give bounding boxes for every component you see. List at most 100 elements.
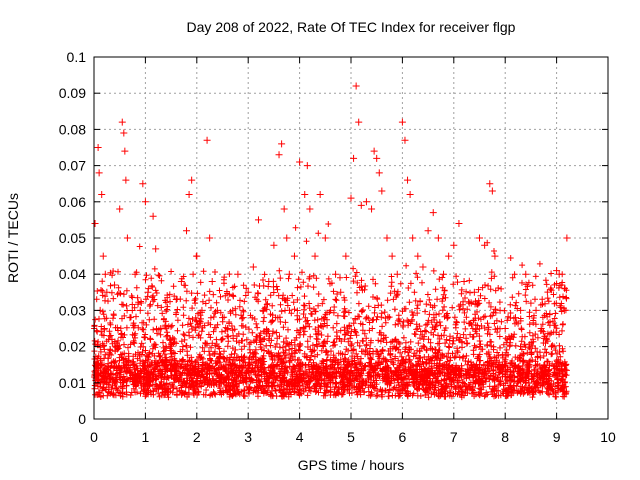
data-point [290, 252, 298, 260]
data-point [144, 288, 152, 296]
x-tick-label: 4 [296, 429, 304, 445]
data-point [527, 299, 535, 307]
data-point [368, 205, 376, 213]
x-tick-labels: 0 1 2 3 4 5 6 7 8 9 10 [90, 429, 616, 445]
y-axis-label: ROTI / TECUs [5, 193, 21, 283]
data-point [139, 180, 147, 188]
data-point [501, 325, 509, 332]
x-tick-label: 8 [501, 429, 509, 445]
data-point [120, 129, 128, 137]
data-point [122, 176, 130, 184]
data-point [126, 314, 134, 322]
data-point [301, 191, 309, 199]
data-point [488, 187, 496, 195]
data-point [208, 277, 216, 285]
data-point [103, 288, 111, 296]
data-point [553, 267, 561, 275]
data-point [123, 234, 131, 242]
data-point [224, 325, 232, 332]
data-point [100, 325, 108, 332]
x-tick-label: 3 [244, 429, 252, 445]
data-point [352, 82, 360, 90]
axis-ticks [93, 56, 609, 420]
data-point [506, 335, 514, 343]
x-tick-label: 1 [142, 429, 150, 445]
data-point [239, 314, 247, 322]
data-point [470, 288, 478, 296]
data-point [94, 144, 102, 151]
data-point [193, 252, 201, 260]
data-point [136, 306, 144, 314]
data-point [332, 270, 340, 278]
y-tick-label: 0.07 [59, 158, 86, 174]
y-tick-label: 0.06 [59, 194, 86, 210]
data-point [99, 252, 107, 260]
data-point [105, 350, 113, 358]
data-point [101, 270, 109, 278]
y-tick-label: 0.04 [59, 266, 86, 282]
data-point [206, 234, 214, 242]
data-point [511, 314, 519, 322]
data-point [347, 194, 355, 202]
data-point [404, 176, 412, 184]
data-point [285, 270, 293, 278]
data-point [326, 306, 334, 314]
data-point [375, 169, 383, 177]
x-tick-label: 2 [193, 429, 201, 445]
data-point [162, 343, 170, 351]
data-point [496, 306, 504, 314]
data-point [303, 162, 311, 170]
data-point [370, 147, 378, 155]
data-point [455, 220, 463, 228]
data-point [141, 198, 149, 206]
x-tick-label: 6 [399, 429, 407, 445]
data-point [254, 216, 262, 224]
data-point [118, 118, 126, 126]
data-point [424, 227, 432, 235]
data-point [563, 234, 571, 242]
x-tick-label: 5 [347, 429, 355, 445]
data-point [465, 299, 473, 307]
data-point [393, 270, 401, 278]
x-tick-label: 10 [600, 429, 616, 445]
data-point [116, 205, 124, 213]
data-point [249, 263, 257, 271]
data-point [188, 176, 196, 184]
data-point [229, 306, 237, 314]
data-point [213, 306, 221, 314]
data-point [560, 306, 568, 314]
data-point [440, 270, 448, 278]
y-tick-label: 0.02 [59, 339, 86, 355]
data-point [445, 252, 453, 260]
x-tick-label: 0 [90, 429, 98, 445]
data-point [283, 234, 291, 242]
data-point [532, 306, 540, 314]
data-point [280, 205, 288, 213]
data-point [409, 234, 417, 242]
data-point [172, 296, 180, 304]
data-point [203, 136, 211, 144]
data-point [383, 234, 391, 242]
data-point [131, 270, 139, 278]
data-point [378, 187, 386, 195]
data-point [260, 306, 268, 314]
data-point [177, 277, 185, 285]
data-point [517, 306, 525, 314]
data-point [149, 212, 157, 220]
data-point [476, 234, 483, 242]
data-point [185, 191, 193, 199]
data-point [316, 191, 324, 199]
data-point [337, 288, 345, 296]
data-point [362, 198, 370, 206]
y-tick-label: 0.01 [59, 375, 86, 391]
data-point [183, 227, 191, 235]
data-point [450, 241, 458, 249]
data-point [355, 118, 363, 126]
data-point [398, 118, 406, 126]
data-point [311, 252, 319, 260]
chart-title: Day 208 of 2022, Rate Of TEC Index for r… [187, 19, 516, 35]
data-point [265, 277, 273, 285]
x-tick-label: 9 [553, 429, 561, 445]
data-point [98, 191, 106, 199]
